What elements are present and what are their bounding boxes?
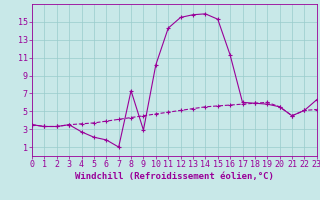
X-axis label: Windchill (Refroidissement éolien,°C): Windchill (Refroidissement éolien,°C) [75, 172, 274, 181]
